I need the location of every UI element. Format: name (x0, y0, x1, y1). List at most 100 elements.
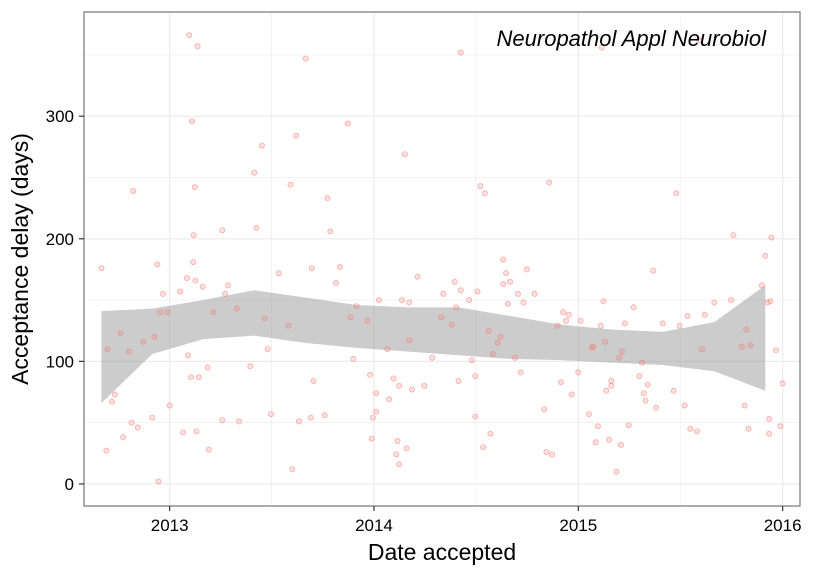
x-tick-label: 2013 (151, 516, 189, 535)
data-point (563, 317, 570, 324)
data-point (636, 373, 643, 380)
data-point (512, 354, 519, 361)
data-point (398, 297, 405, 304)
data-point (506, 278, 513, 285)
plot-frame (83, 11, 801, 507)
data-point (287, 181, 294, 188)
data-point (681, 402, 688, 409)
data-point (233, 305, 240, 312)
data-point (140, 338, 147, 345)
confidence-ribbon (101, 285, 766, 403)
data-point (485, 327, 492, 334)
data-point (621, 320, 628, 327)
data-point (130, 187, 137, 194)
data-point (768, 234, 775, 241)
data-point (676, 322, 683, 329)
data-point (104, 346, 111, 353)
data-point (185, 352, 192, 359)
data-point (406, 337, 413, 344)
data-point (369, 414, 376, 421)
data-point (308, 265, 315, 272)
data-point (602, 338, 609, 345)
data-point (109, 398, 116, 405)
data-point (394, 437, 401, 444)
data-point (186, 32, 193, 39)
plot-panel (84, 12, 800, 506)
data-point (565, 311, 572, 318)
data-point (466, 297, 473, 304)
data-point (393, 451, 400, 458)
data-point (494, 339, 501, 346)
data-point (347, 314, 354, 321)
data-point (98, 265, 105, 272)
data-point (694, 428, 701, 435)
data-point (468, 357, 475, 364)
data-point (128, 419, 135, 426)
data-point (210, 309, 217, 316)
data-point (711, 299, 718, 306)
data-point (747, 342, 754, 349)
data-point (487, 430, 494, 437)
data-point (193, 428, 200, 435)
data-point (295, 418, 302, 425)
y-axis-title: Acceptance delay (days) (7, 133, 33, 385)
data-point (421, 382, 428, 389)
data-point (310, 377, 317, 384)
data-point (327, 228, 334, 235)
data-point (224, 282, 231, 289)
data-point (779, 380, 786, 387)
data-point (177, 288, 184, 295)
data-point (406, 299, 413, 306)
data-point (670, 387, 677, 394)
data-point (307, 414, 314, 421)
data-point (251, 169, 258, 176)
data-point (650, 267, 657, 274)
data-point (190, 259, 197, 266)
data-point (644, 381, 651, 388)
data-point (616, 354, 623, 361)
data-point (617, 441, 624, 448)
data-point (500, 256, 507, 263)
data-point (743, 326, 750, 333)
data-point (157, 309, 164, 316)
data-point (390, 375, 397, 382)
data-point (741, 402, 748, 409)
data-point (772, 347, 779, 354)
data-point (264, 346, 271, 353)
data-point (730, 232, 737, 239)
data-point (653, 404, 660, 411)
data-point (192, 277, 199, 284)
data-point (477, 183, 484, 190)
data-point (344, 120, 351, 127)
data-point (472, 413, 479, 420)
data-point (608, 382, 615, 389)
data-point (368, 435, 375, 442)
data-point (701, 311, 708, 318)
data-point (600, 298, 607, 305)
data-point (480, 444, 487, 451)
data-point (103, 447, 110, 454)
data-point (523, 266, 530, 273)
x-axis-title: Date accepted (368, 539, 516, 565)
data-point (481, 190, 488, 197)
data-point (261, 315, 268, 322)
data-point (125, 348, 132, 355)
data-point (367, 371, 374, 378)
data-point (630, 304, 637, 311)
data-point (448, 321, 455, 328)
data-point (684, 312, 691, 319)
data-point (489, 350, 496, 357)
data-point (204, 364, 211, 371)
data-point (699, 346, 706, 353)
data-point (438, 314, 445, 321)
data-point (353, 303, 360, 310)
data-point (386, 396, 393, 403)
data-point (324, 195, 331, 202)
y-tick-label: 0 (65, 475, 74, 494)
data-point (195, 374, 202, 381)
data-point (549, 451, 556, 458)
data-point (258, 142, 265, 149)
data-point (472, 373, 479, 380)
data-point (403, 445, 410, 452)
